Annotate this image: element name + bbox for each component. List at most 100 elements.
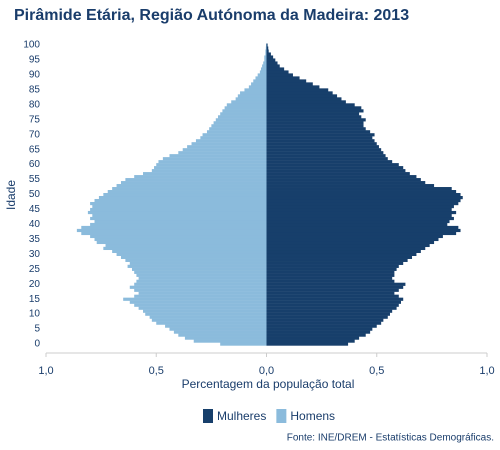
source-note: Fonte: INE/DREM - Estatísticas Demográfi… [287,433,494,444]
y-tick-label: 20 [29,279,41,290]
bar [195,139,267,143]
bar [178,333,267,337]
bar [266,94,338,98]
bar [266,285,404,289]
bar [191,142,267,146]
bar [138,291,267,295]
bar [266,55,274,59]
bar [266,309,393,313]
y-tick-label: 55 [29,174,41,185]
bar [266,181,426,185]
bar [151,169,267,173]
bar [266,121,364,125]
bar [90,201,267,206]
bar [266,151,384,155]
bar [266,142,377,146]
bar [138,306,267,310]
bar [266,145,379,149]
bar [266,336,360,340]
bar [134,288,267,292]
bar [134,294,267,298]
bar [266,261,404,265]
bar [266,219,450,224]
bar [213,121,267,125]
y-tick-label: 30 [29,249,41,260]
bar [131,267,267,271]
bar [266,276,393,280]
bar [266,246,426,251]
bar [105,243,267,248]
y-tick-label: 35 [29,234,41,245]
bar [266,339,355,343]
y-tick-label: 40 [29,219,41,230]
bar [265,46,267,50]
bar [263,61,267,65]
bar [90,216,267,221]
y-tick-label: 45 [29,204,41,215]
x-tick-label: 0,5 [369,365,384,377]
bar [266,100,346,104]
bar [266,273,395,277]
bar [237,94,267,98]
bar [266,249,421,254]
y-tick-label: 0 [34,339,40,350]
bar [266,148,382,152]
x-tick-label: 0,5 [149,365,164,377]
bar [266,318,384,322]
chart-title: Pirâmide Etária, Região Autónoma da Made… [14,7,409,24]
bar [266,270,395,274]
bar [76,228,267,233]
x-tick-label: 1,0 [38,365,53,377]
legend-label: Homens [290,409,335,423]
bar [120,255,267,259]
bar [266,172,410,176]
bar [266,76,300,80]
bar [266,82,313,86]
bar [266,106,362,110]
bar [211,124,267,128]
bar [266,297,404,301]
bar [90,207,267,212]
legend-swatch [276,409,287,423]
bar [266,255,413,259]
y-tick-label: 85 [29,84,41,95]
bar [217,115,267,119]
bar [266,136,373,140]
bar [134,175,267,179]
bar [266,258,408,262]
bar [260,67,267,71]
bar [103,246,267,251]
bar [266,103,355,107]
bar [226,103,267,107]
bar [266,157,388,161]
bar [266,324,377,328]
legend-label: Mulheres [217,409,266,423]
bar [116,252,267,256]
bar [143,172,267,176]
bar [235,97,267,101]
bar [81,231,267,236]
x-axis-label: Percentagem da população total [182,377,355,391]
bar [202,133,267,137]
y-axis-label: Idade [4,180,18,210]
bar [187,145,267,149]
bar [266,166,404,170]
bar [266,237,439,242]
bar [266,160,393,164]
bar [262,64,267,68]
bar [266,267,397,271]
bar [266,109,364,113]
bar [266,225,459,230]
bar [253,79,267,83]
bar [266,178,421,182]
bar [125,178,267,182]
bar [103,193,267,197]
bar [266,85,320,89]
bar [266,49,269,53]
y-tick-label: 75 [29,114,41,125]
bar [266,52,271,56]
y-tick-label: 15 [29,294,41,305]
bar [266,190,457,194]
bar [266,234,443,239]
